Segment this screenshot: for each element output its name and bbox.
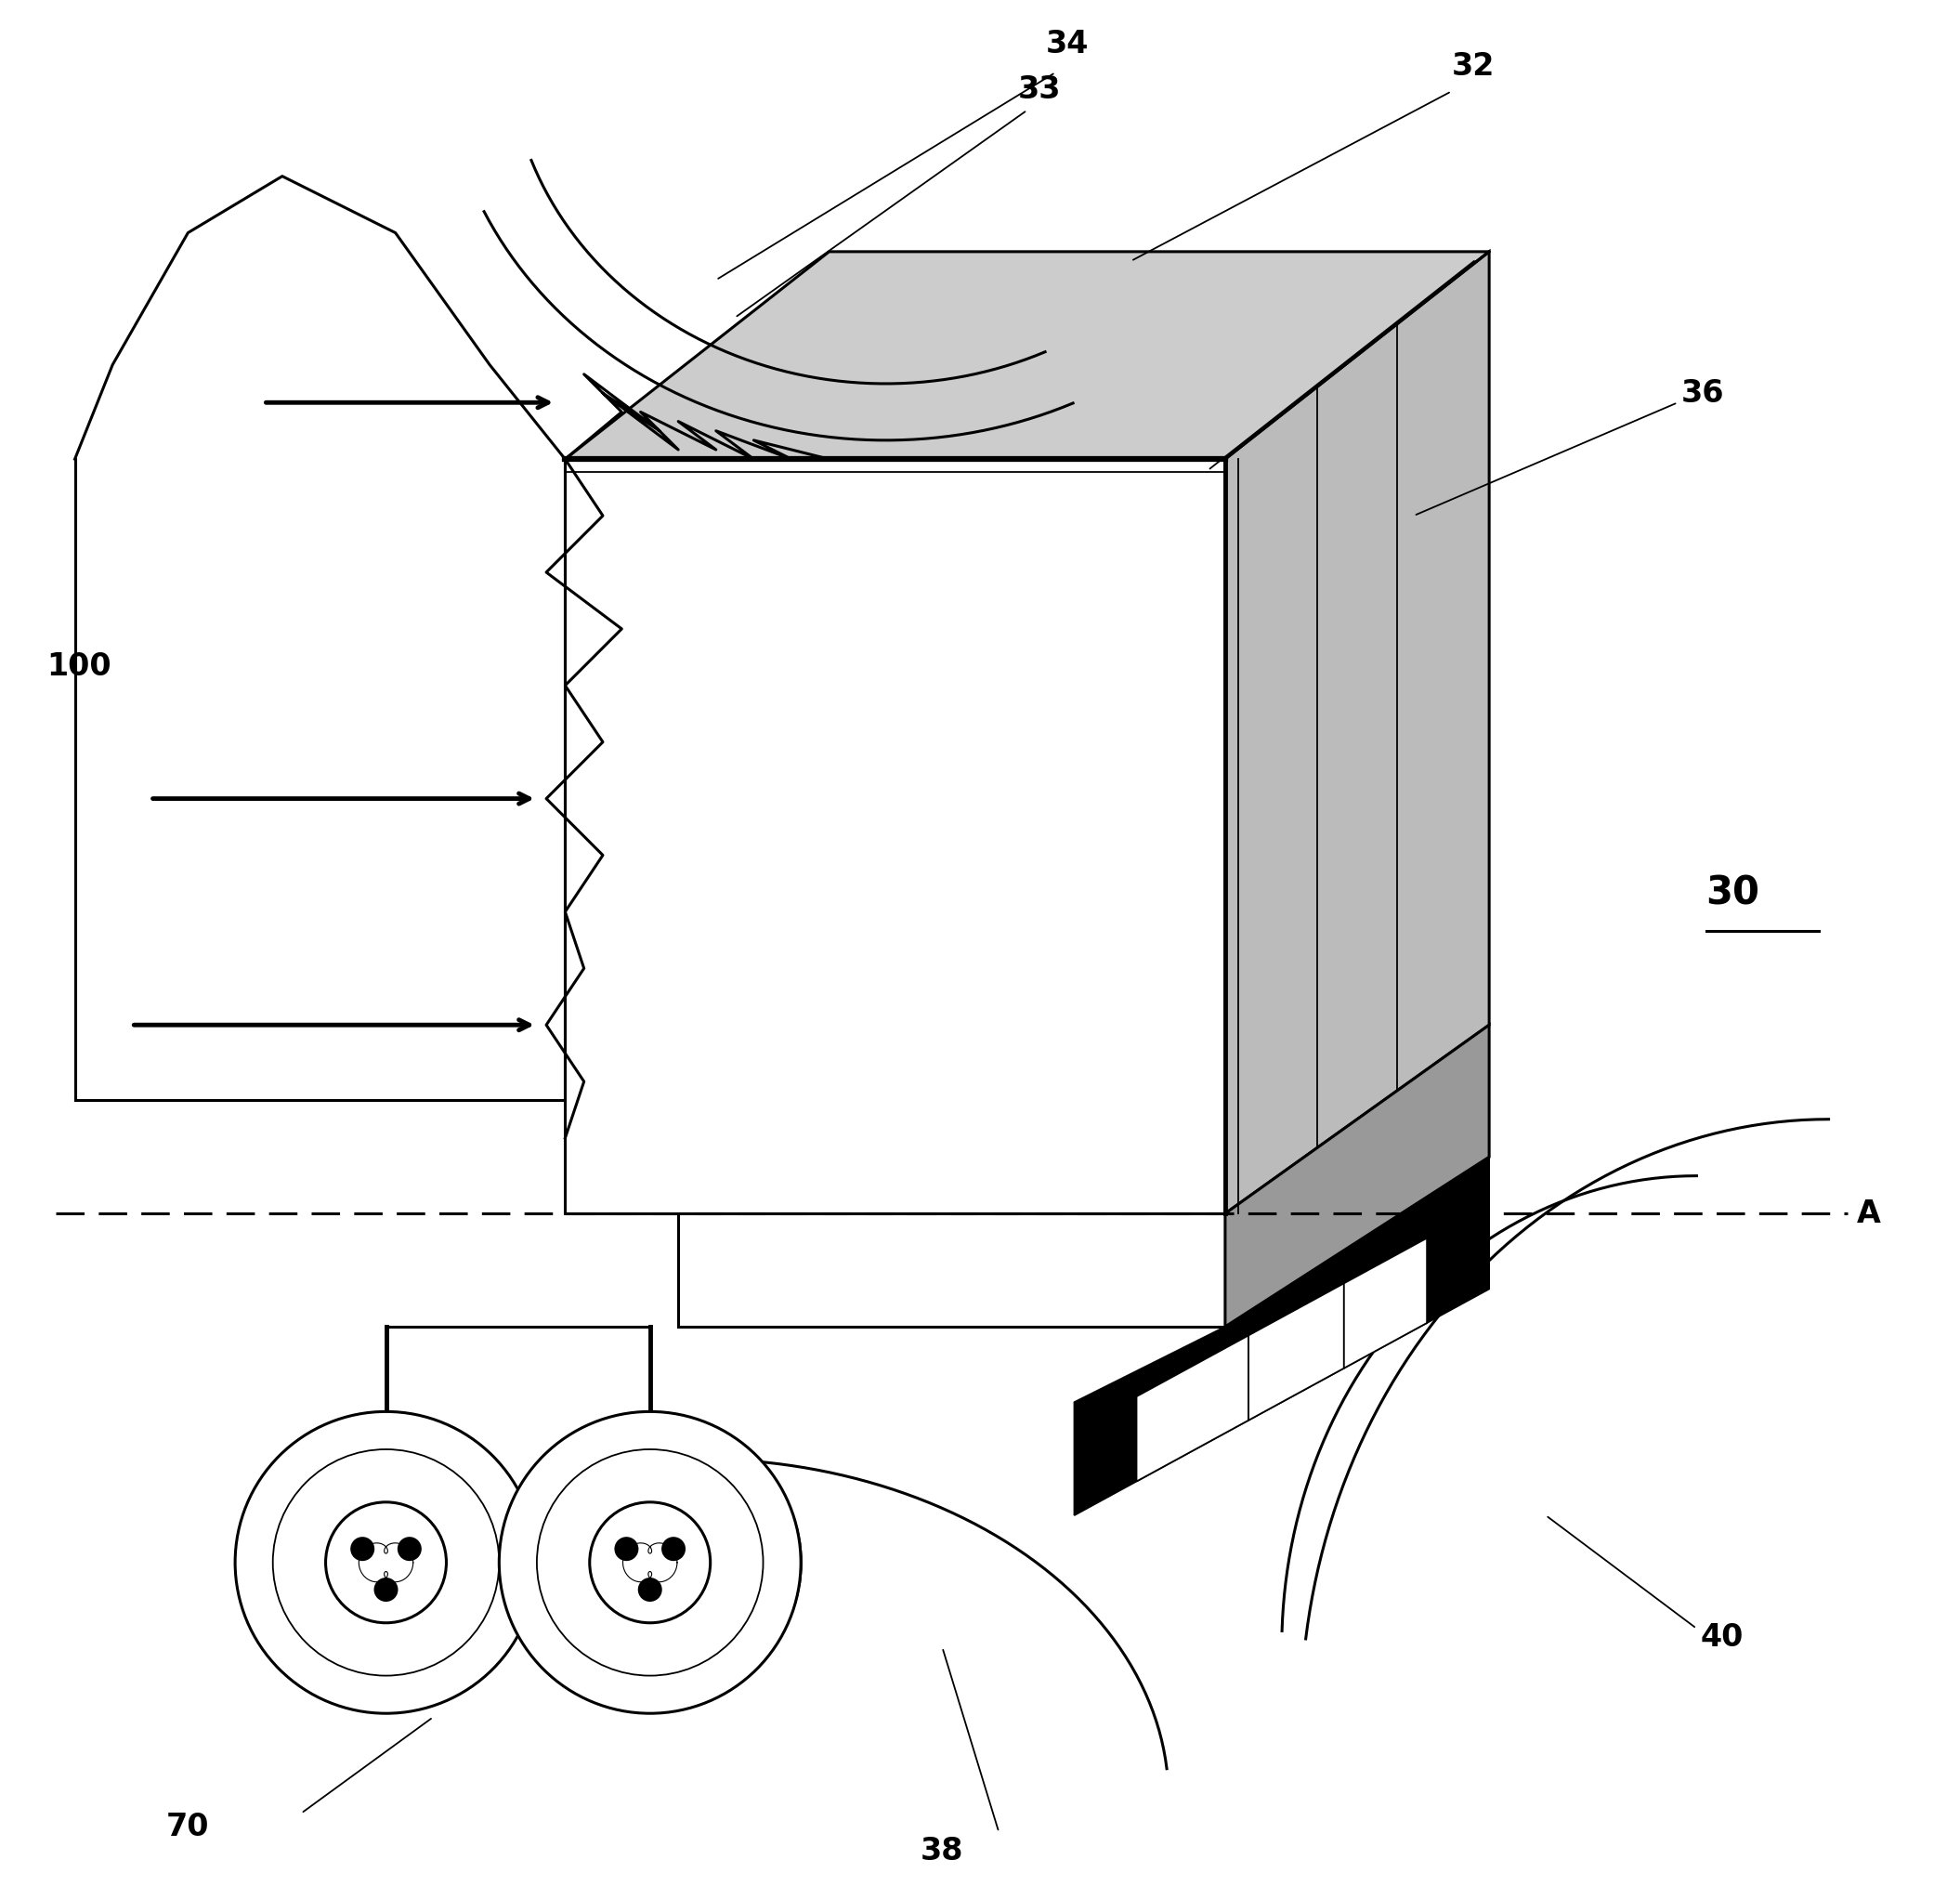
Text: 30: 30 (1705, 874, 1760, 912)
Polygon shape (564, 253, 1490, 460)
Text: 33: 33 (1017, 74, 1060, 104)
Polygon shape (1345, 1238, 1427, 1367)
Text: 32: 32 (1452, 51, 1495, 82)
Circle shape (235, 1411, 537, 1713)
Polygon shape (1074, 1156, 1490, 1515)
Polygon shape (1225, 253, 1490, 1213)
Circle shape (351, 1536, 374, 1561)
Circle shape (637, 1578, 662, 1601)
Text: 70: 70 (167, 1812, 210, 1842)
Circle shape (661, 1536, 686, 1561)
Text: 34: 34 (1047, 28, 1090, 59)
Polygon shape (1249, 1284, 1345, 1420)
Text: A: A (1856, 1198, 1882, 1229)
Circle shape (613, 1536, 639, 1561)
Circle shape (398, 1536, 421, 1561)
Text: 40: 40 (1701, 1622, 1744, 1654)
Text: 100: 100 (47, 651, 112, 682)
Text: 36: 36 (1682, 378, 1725, 408)
Circle shape (325, 1502, 447, 1624)
Polygon shape (1225, 1025, 1490, 1327)
Text: 38: 38 (921, 1836, 964, 1867)
Circle shape (590, 1502, 710, 1624)
Polygon shape (678, 1213, 1225, 1327)
Polygon shape (564, 460, 1225, 1213)
Circle shape (374, 1578, 398, 1601)
Polygon shape (1137, 1335, 1249, 1481)
Circle shape (500, 1411, 802, 1713)
